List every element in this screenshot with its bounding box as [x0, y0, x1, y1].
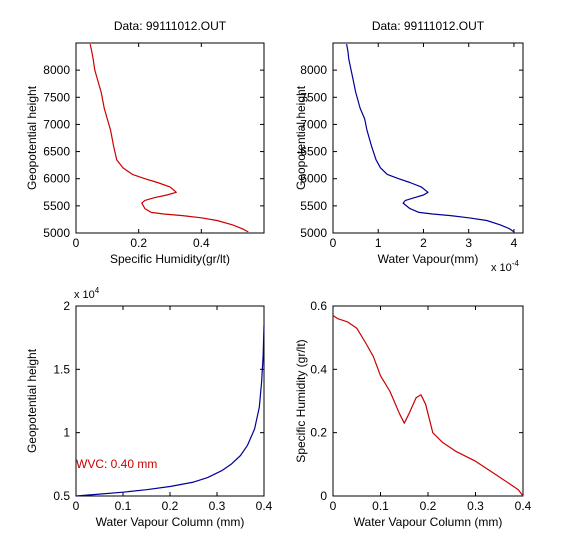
y-tick-label: 5000 [300, 226, 327, 240]
subplot-top-left: Data: 99111012.OUT Specific Humidity(gr/… [25, 19, 265, 266]
chart-title: Data: 99111012.OUT [114, 19, 227, 33]
x-tick-label: 0.3 [209, 499, 226, 513]
chart-title: Data: 99111012.OUT [372, 19, 485, 33]
x-axis-label: Specific Humidity(gr/lt) [110, 252, 230, 266]
x-tick-label: 0.4 [256, 499, 273, 513]
y-tick-label: 0.6 [310, 299, 327, 313]
subplot-bottom-right: Water Vapour Column (mm) Specific Humidi… [294, 299, 532, 529]
y-tick-label: 7500 [300, 90, 327, 104]
y-tick-label: 0.5 [53, 489, 70, 503]
y-tick-label: 1.5 [53, 362, 70, 376]
series-line [332, 315, 524, 497]
x-axis-label: Water Vapour Column (mm) [354, 515, 503, 529]
x-tick-label: 0 [73, 236, 80, 250]
x-tick-label: 0.2 [130, 236, 147, 250]
subplot-bottom-left: Water Vapour Column (mm) Geopotential he… [25, 286, 273, 529]
y-tick-label: 5500 [43, 199, 70, 213]
plot-area-frame [332, 42, 524, 234]
x-tick-label: 4 [511, 236, 518, 250]
y-tick-label: 5500 [300, 199, 327, 213]
x-tick-label: 0.1 [115, 499, 132, 513]
y-axis-label: Specific Humidity (gr/lt) [294, 339, 308, 462]
y-tick-label: 5000 [43, 226, 70, 240]
x-axis-label: Water Vapour Column (mm) [96, 515, 245, 529]
x-tick-label: 0.1 [372, 499, 389, 513]
y-tick-label: 6500 [300, 145, 327, 159]
plot-area-frame [332, 305, 524, 497]
y-tick-label: 0.2 [310, 426, 327, 440]
series-line [89, 43, 249, 233]
y-tick-label: 8000 [300, 63, 327, 77]
x-tick-label: 0 [73, 499, 80, 513]
x-tick-label: 0.2 [420, 499, 437, 513]
axis-exponent-label: x 10-4 [491, 259, 519, 274]
y-tick-label: 6500 [43, 145, 70, 159]
y-tick-label: 8000 [43, 63, 70, 77]
axis-exponent-label: x 104 [74, 286, 100, 301]
y-tick-label: 1 [63, 426, 70, 440]
series-line [346, 43, 515, 233]
x-tick-label: 3 [465, 236, 472, 250]
x-tick-label: 0 [330, 499, 337, 513]
x-tick-label: 1 [375, 236, 382, 250]
y-tick-label: 7500 [43, 90, 70, 104]
x-tick-label: 0.2 [162, 499, 179, 513]
x-tick-label: 0.3 [467, 499, 484, 513]
y-tick-label: 6000 [43, 172, 70, 186]
y-axis-label: Geopotential height [294, 85, 308, 190]
series-line [75, 324, 265, 497]
y-tick-label: 7000 [300, 117, 327, 131]
subplot-top-right: Data: 99111012.OUT Water Vapour(mm) Geop… [294, 19, 524, 274]
y-tick-label: 7000 [43, 117, 70, 131]
x-tick-label: 0.4 [193, 236, 210, 250]
y-tick-label: 2 [63, 299, 70, 313]
y-axis-label: Geopotential height [25, 85, 39, 190]
y-tick-label: 0 [320, 489, 327, 503]
x-tick-label: 0.4 [515, 499, 532, 513]
x-tick-label: 0 [330, 236, 337, 250]
y-tick-label: 0.4 [310, 362, 327, 376]
wvc-annotation: WVC: 0.40 mm [76, 457, 157, 471]
y-tick-label: 6000 [300, 172, 327, 186]
plot-area-frame [75, 42, 265, 234]
x-tick-label: 2 [420, 236, 427, 250]
y-axis-label: Geopotential height [25, 348, 39, 453]
x-axis-label: Water Vapour(mm) [378, 252, 479, 266]
